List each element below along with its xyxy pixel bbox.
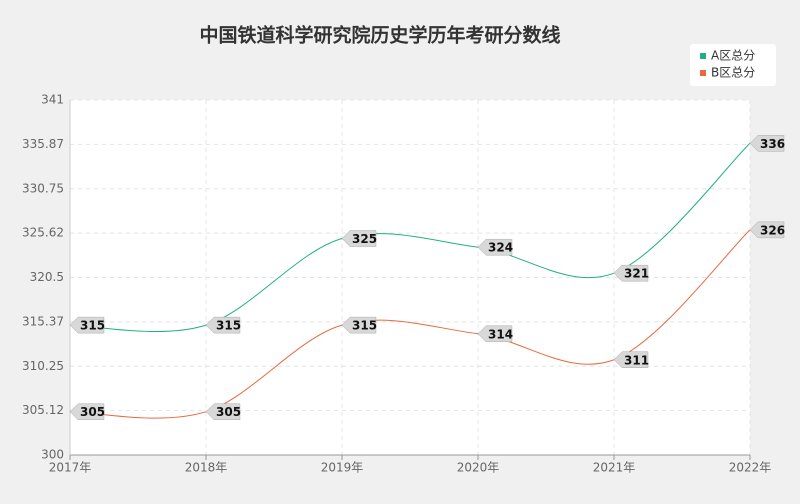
legend-marker xyxy=(700,70,706,76)
x-tick-label: 2022年 xyxy=(729,461,772,475)
legend-marker xyxy=(700,53,706,59)
y-tick-label: 300 xyxy=(41,448,64,462)
series-line xyxy=(69,229,751,419)
x-tick-label: 2019年 xyxy=(321,461,364,475)
data-label: 305 xyxy=(80,405,105,419)
data-label: 314 xyxy=(488,327,513,341)
label-badge xyxy=(477,238,513,256)
x-tick-label: 2017年 xyxy=(49,461,92,475)
data-label: 311 xyxy=(624,353,649,367)
data-label: 336 xyxy=(760,137,785,151)
y-tick-label: 320.5 xyxy=(30,270,64,284)
legend-label: B区总分 xyxy=(711,66,755,80)
label-badge xyxy=(613,264,649,282)
data-label: 321 xyxy=(624,267,649,281)
x-tick-label: 2020年 xyxy=(457,461,500,475)
y-tick-label: 335.87 xyxy=(22,137,64,151)
y-tick-label: 315.37 xyxy=(22,314,64,328)
y-tick-label: 305.12 xyxy=(22,403,64,417)
label-badge xyxy=(205,316,241,334)
label-badge xyxy=(749,221,785,239)
data-label: 305 xyxy=(216,405,241,419)
data-label: 315 xyxy=(216,319,241,333)
y-tick-label: 341 xyxy=(41,93,64,107)
label-badge xyxy=(613,351,649,369)
label-badge xyxy=(477,325,513,343)
data-label: 326 xyxy=(760,223,785,237)
y-tick-label: 325.62 xyxy=(22,226,64,240)
x-tick-label: 2018年 xyxy=(185,461,228,475)
label-badge xyxy=(341,230,377,247)
x-tick-label: 2021年 xyxy=(593,461,636,475)
series-line xyxy=(69,142,751,333)
label-badge xyxy=(341,316,377,334)
label-badge xyxy=(69,403,105,420)
label-badge xyxy=(69,316,105,334)
data-label: 315 xyxy=(80,319,105,333)
label-badge xyxy=(205,403,241,420)
legend-box xyxy=(690,44,776,86)
data-label: 324 xyxy=(488,241,513,255)
legend-label: A区总分 xyxy=(711,49,755,63)
data-label: 325 xyxy=(352,232,377,246)
y-tick-label: 310.25 xyxy=(22,359,64,373)
data-label: 315 xyxy=(352,319,377,333)
chart-title: 中国铁道科学研究院历史学历年考研分数线 xyxy=(199,24,560,47)
label-badge xyxy=(749,135,785,152)
y-tick-label: 330.75 xyxy=(22,181,64,195)
